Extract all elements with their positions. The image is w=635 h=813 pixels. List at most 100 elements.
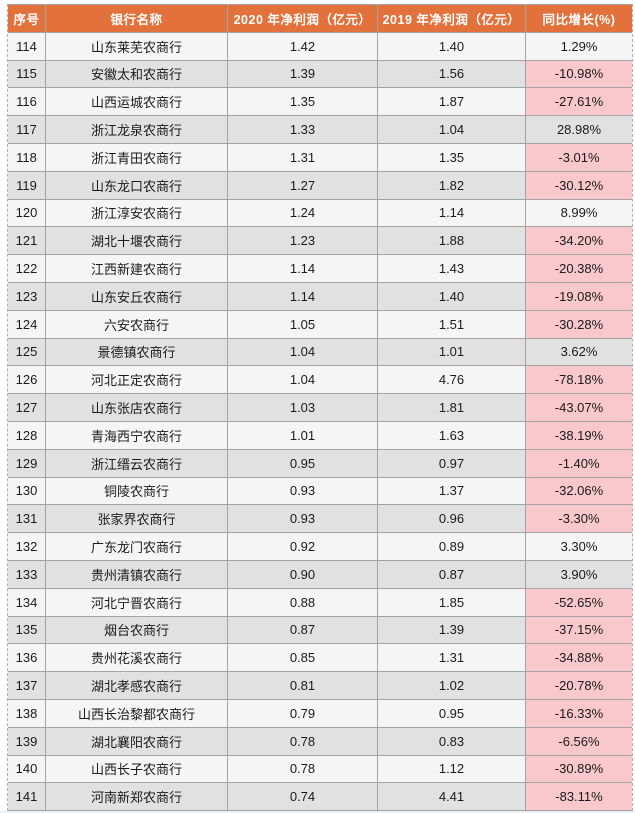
- cell-serial: 138: [8, 699, 46, 727]
- cell-profit-2020: 1.04: [228, 338, 378, 366]
- header-bank-name: 银行名称: [46, 5, 228, 32]
- cell-growth: -3.01%: [526, 143, 632, 171]
- cell-bank-name: 浙江缙云农商行: [46, 449, 228, 477]
- cell-bank-name: 铜陵农商行: [46, 477, 228, 505]
- cell-profit-2019: 1.85: [378, 588, 526, 616]
- cell-profit-2020: 1.03: [228, 394, 378, 421]
- cell-profit-2019: 1.87: [378, 88, 526, 116]
- table-row: 115 安徽太和农商行 1.39 1.56 -10.98%: [8, 60, 632, 89]
- cell-bank-name: 青海西宁农商行: [46, 421, 228, 449]
- cell-profit-2019: 1.81: [378, 394, 526, 421]
- cell-profit-2019: 0.89: [378, 533, 526, 560]
- cell-serial: 122: [8, 255, 46, 282]
- cell-profit-2019: 1.51: [378, 310, 526, 338]
- cell-profit-2020: 1.23: [228, 227, 378, 255]
- table-row: 117 浙江龙泉农商行 1.33 1.04 28.98%: [8, 116, 632, 144]
- cell-growth: -37.15%: [526, 616, 632, 644]
- cell-profit-2020: 1.42: [228, 32, 378, 60]
- cell-growth: -32.06%: [526, 477, 632, 505]
- table-row: 129 浙江缙云农商行 0.95 0.97 -1.40%: [8, 449, 632, 478]
- cell-growth: 28.98%: [556, 122, 602, 138]
- table-row: 128 青海西宁农商行 1.01 1.63 -38.19%: [8, 421, 632, 450]
- cell-profit-2019: 1.40: [378, 32, 526, 60]
- cell-serial: 123: [8, 282, 46, 310]
- cell-serial: 140: [8, 755, 46, 783]
- cell-profit-2020: 0.92: [228, 533, 378, 560]
- cell-profit-2020: 0.88: [228, 588, 378, 616]
- cell-profit-2020: 1.33: [228, 116, 378, 143]
- cell-bank-name: 河南新郑农商行: [46, 783, 228, 811]
- cell-bank-name: 江西新建农商行: [46, 255, 228, 282]
- cell-profit-2020: 0.87: [228, 616, 378, 644]
- cell-bank-name: 山西运城农商行: [46, 88, 228, 116]
- cell-profit-2020: 0.78: [228, 755, 378, 783]
- cell-profit-2019: 1.63: [378, 421, 526, 449]
- table-row: 140 山西长子农商行 0.78 1.12 -30.89%: [8, 755, 632, 784]
- cell-serial: 124: [8, 310, 46, 338]
- cell-bank-name: 烟台农商行: [46, 616, 228, 644]
- cell-profit-2020: 0.93: [228, 505, 378, 533]
- cell-serial: 129: [8, 449, 46, 477]
- table-row: 141 河南新郑农商行 0.74 4.41 -83.11%: [8, 783, 632, 812]
- cell-profit-2020: 0.93: [228, 477, 378, 505]
- cell-bank-name: 浙江龙泉农商行: [46, 116, 228, 143]
- bottom-strip: [0, 811, 635, 813]
- cell-serial: 137: [8, 672, 46, 699]
- cell-bank-name: 山东莱芜农商行: [46, 32, 228, 60]
- cell-bank-name: 河北正定农商行: [46, 366, 228, 394]
- cell-profit-2020: 0.85: [228, 644, 378, 672]
- cell-serial: 136: [8, 644, 46, 672]
- cell-profit-2019: 1.35: [378, 143, 526, 171]
- cell-growth: -30.28%: [526, 310, 632, 338]
- table-row: 131 张家界农商行 0.93 0.96 -3.30%: [8, 505, 632, 534]
- table-row: 133 贵州清镇农商行 0.90 0.87 3.90%: [8, 560, 632, 589]
- cell-growth: -3.30%: [526, 505, 632, 533]
- cell-serial: 131: [8, 505, 46, 533]
- cell-growth: -43.07%: [526, 394, 632, 421]
- cell-bank-name: 河北宁晋农商行: [46, 588, 228, 616]
- table-row: 114 山东莱芜农商行 1.42 1.40 1.29%: [8, 32, 632, 61]
- cell-profit-2019: 1.31: [378, 644, 526, 672]
- table-header-row: 序号 银行名称 2020 年净利润（亿元） 2019 年净利润（亿元） 同比增长…: [8, 5, 632, 33]
- cell-profit-2019: 0.97: [378, 449, 526, 477]
- cell-serial: 128: [8, 421, 46, 449]
- table-row: 139 湖北襄阳农商行 0.78 0.83 -6.56%: [8, 727, 632, 756]
- cell-bank-name: 山西长子农商行: [46, 755, 228, 783]
- cell-growth: -30.89%: [526, 755, 632, 783]
- cell-growth: 3.62%: [560, 344, 598, 360]
- cell-growth: 3.30%: [560, 539, 598, 555]
- cell-growth: -1.40%: [526, 449, 632, 477]
- cell-profit-2020: 0.79: [228, 699, 378, 727]
- table-row: 134 河北宁晋农商行 0.88 1.85 -52.65%: [8, 588, 632, 617]
- cell-bank-name: 山西长治黎都农商行: [46, 699, 228, 727]
- cell-growth: 1.29%: [560, 38, 598, 54]
- cell-profit-2020: 1.14: [228, 282, 378, 310]
- table-row: 125 景德镇农商行 1.04 1.01 3.62%: [8, 338, 632, 367]
- cell-growth: -83.11%: [526, 783, 632, 811]
- cell-profit-2019: 1.43: [378, 255, 526, 282]
- cell-profit-2019: 1.39: [378, 616, 526, 644]
- cell-profit-2020: 1.05: [228, 310, 378, 338]
- cell-profit-2019: 1.14: [378, 199, 526, 227]
- table-row: 122 江西新建农商行 1.14 1.43 -20.38%: [8, 255, 632, 283]
- table-row: 138 山西长治黎都农商行 0.79 0.95 -16.33%: [8, 699, 632, 728]
- table-body: 114 山东莱芜农商行 1.42 1.40 1.29% 115 安徽太和农商行 …: [8, 32, 632, 812]
- cell-serial: 141: [8, 783, 46, 811]
- table-row: 136 贵州花溪农商行 0.85 1.31 -34.88%: [8, 644, 632, 673]
- cell-profit-2019: 4.41: [378, 783, 526, 811]
- cell-bank-name: 湖北襄阳农商行: [46, 727, 228, 755]
- table-row: 130 铜陵农商行 0.93 1.37 -32.06%: [8, 477, 632, 506]
- cell-bank-name: 浙江淳安农商行: [46, 199, 228, 227]
- cell-serial: 121: [8, 227, 46, 255]
- cell-bank-name: 安徽太和农商行: [46, 60, 228, 88]
- cell-serial: 116: [8, 88, 46, 116]
- table-row: 118 浙江青田农商行 1.31 1.35 -3.01%: [8, 143, 632, 172]
- table-row: 126 河北正定农商行 1.04 4.76 -78.18%: [8, 366, 632, 395]
- cell-bank-name: 六安农商行: [46, 310, 228, 338]
- table-row: 119 山东龙口农商行 1.27 1.82 -30.12%: [8, 171, 632, 200]
- table-row: 123 山东安丘农商行 1.14 1.40 -19.08%: [8, 282, 632, 311]
- cell-profit-2020: 1.35: [228, 88, 378, 116]
- cell-profit-2019: 1.82: [378, 171, 526, 199]
- cell-profit-2019: 1.12: [378, 755, 526, 783]
